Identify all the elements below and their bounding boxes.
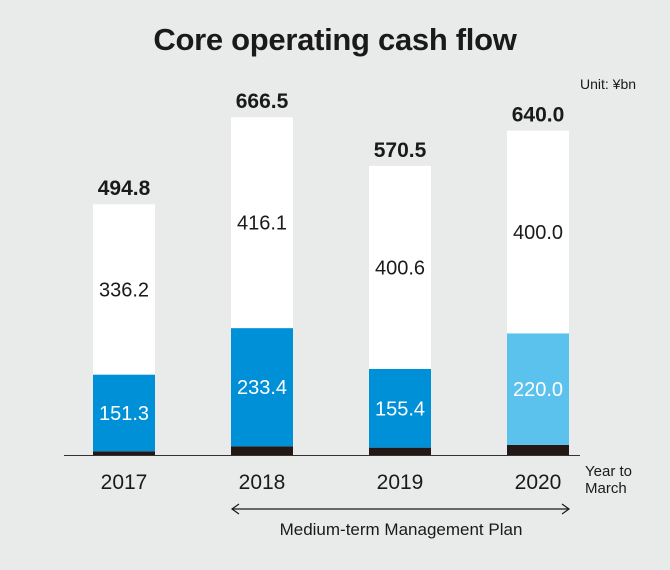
plan-arrow-right-head bbox=[561, 503, 571, 515]
bar-segment-2017-1 bbox=[93, 374, 155, 452]
total-label-2018: 666.5 bbox=[236, 90, 289, 113]
bar-segment-2017-0 bbox=[93, 451, 155, 455]
plan-arrow-left-head bbox=[230, 503, 240, 515]
x-tick-2019: 2019 bbox=[377, 471, 424, 494]
x-axis-unit-label: Year to March bbox=[585, 463, 632, 497]
segment-label-2018-2: 416.1 bbox=[237, 213, 287, 235]
bar-segment-2019-1 bbox=[369, 368, 431, 448]
x-tick-2017: 2017 bbox=[101, 471, 148, 494]
segment-label-2017-1: 151.3 bbox=[99, 403, 149, 425]
bars-group bbox=[93, 117, 569, 455]
bar-segment-2020-2 bbox=[507, 130, 569, 334]
bar-segment-2019-0 bbox=[369, 447, 431, 455]
bar-segment-2020-0 bbox=[507, 444, 569, 455]
x-tick-2018: 2018 bbox=[239, 471, 286, 494]
bar-segment-2018-1 bbox=[231, 328, 293, 447]
plan-span-arrow bbox=[230, 503, 571, 515]
total-label-2020: 640.0 bbox=[512, 104, 565, 127]
unit-label: Unit: ¥bn bbox=[580, 76, 637, 92]
segment-label-2019-2: 400.6 bbox=[375, 257, 425, 279]
bar-segment-2017-2 bbox=[93, 204, 155, 375]
segment-label-2017-2: 336.2 bbox=[99, 279, 149, 301]
bar-segment-2020-1 bbox=[507, 333, 569, 445]
segment-label-2020-2: 400.0 bbox=[513, 222, 563, 244]
plan-label: Medium-term Management Plan bbox=[279, 520, 523, 539]
x-axis-unit-line-1: Year to bbox=[585, 463, 632, 480]
x-axis-unit-line-2: March bbox=[585, 480, 627, 497]
segment-label-2019-1: 155.4 bbox=[375, 398, 425, 420]
bar-segment-2018-0 bbox=[231, 446, 293, 455]
total-label-2019: 570.5 bbox=[374, 139, 427, 162]
total-label-2017: 494.8 bbox=[98, 177, 151, 200]
labels-group: 151.3 336.2 494.8 2017 233.4 416.1 666.5 2018 15… bbox=[98, 90, 565, 494]
bar-segment-2019-2 bbox=[369, 165, 431, 369]
bar-segment-2018-2 bbox=[231, 117, 293, 329]
segment-label-2020-1: 220.0 bbox=[513, 379, 563, 401]
x-tick-2020: 2020 bbox=[515, 471, 562, 494]
chart-title: Core operating cash flow bbox=[153, 22, 517, 57]
segment-label-2018-1: 233.4 bbox=[237, 377, 287, 399]
